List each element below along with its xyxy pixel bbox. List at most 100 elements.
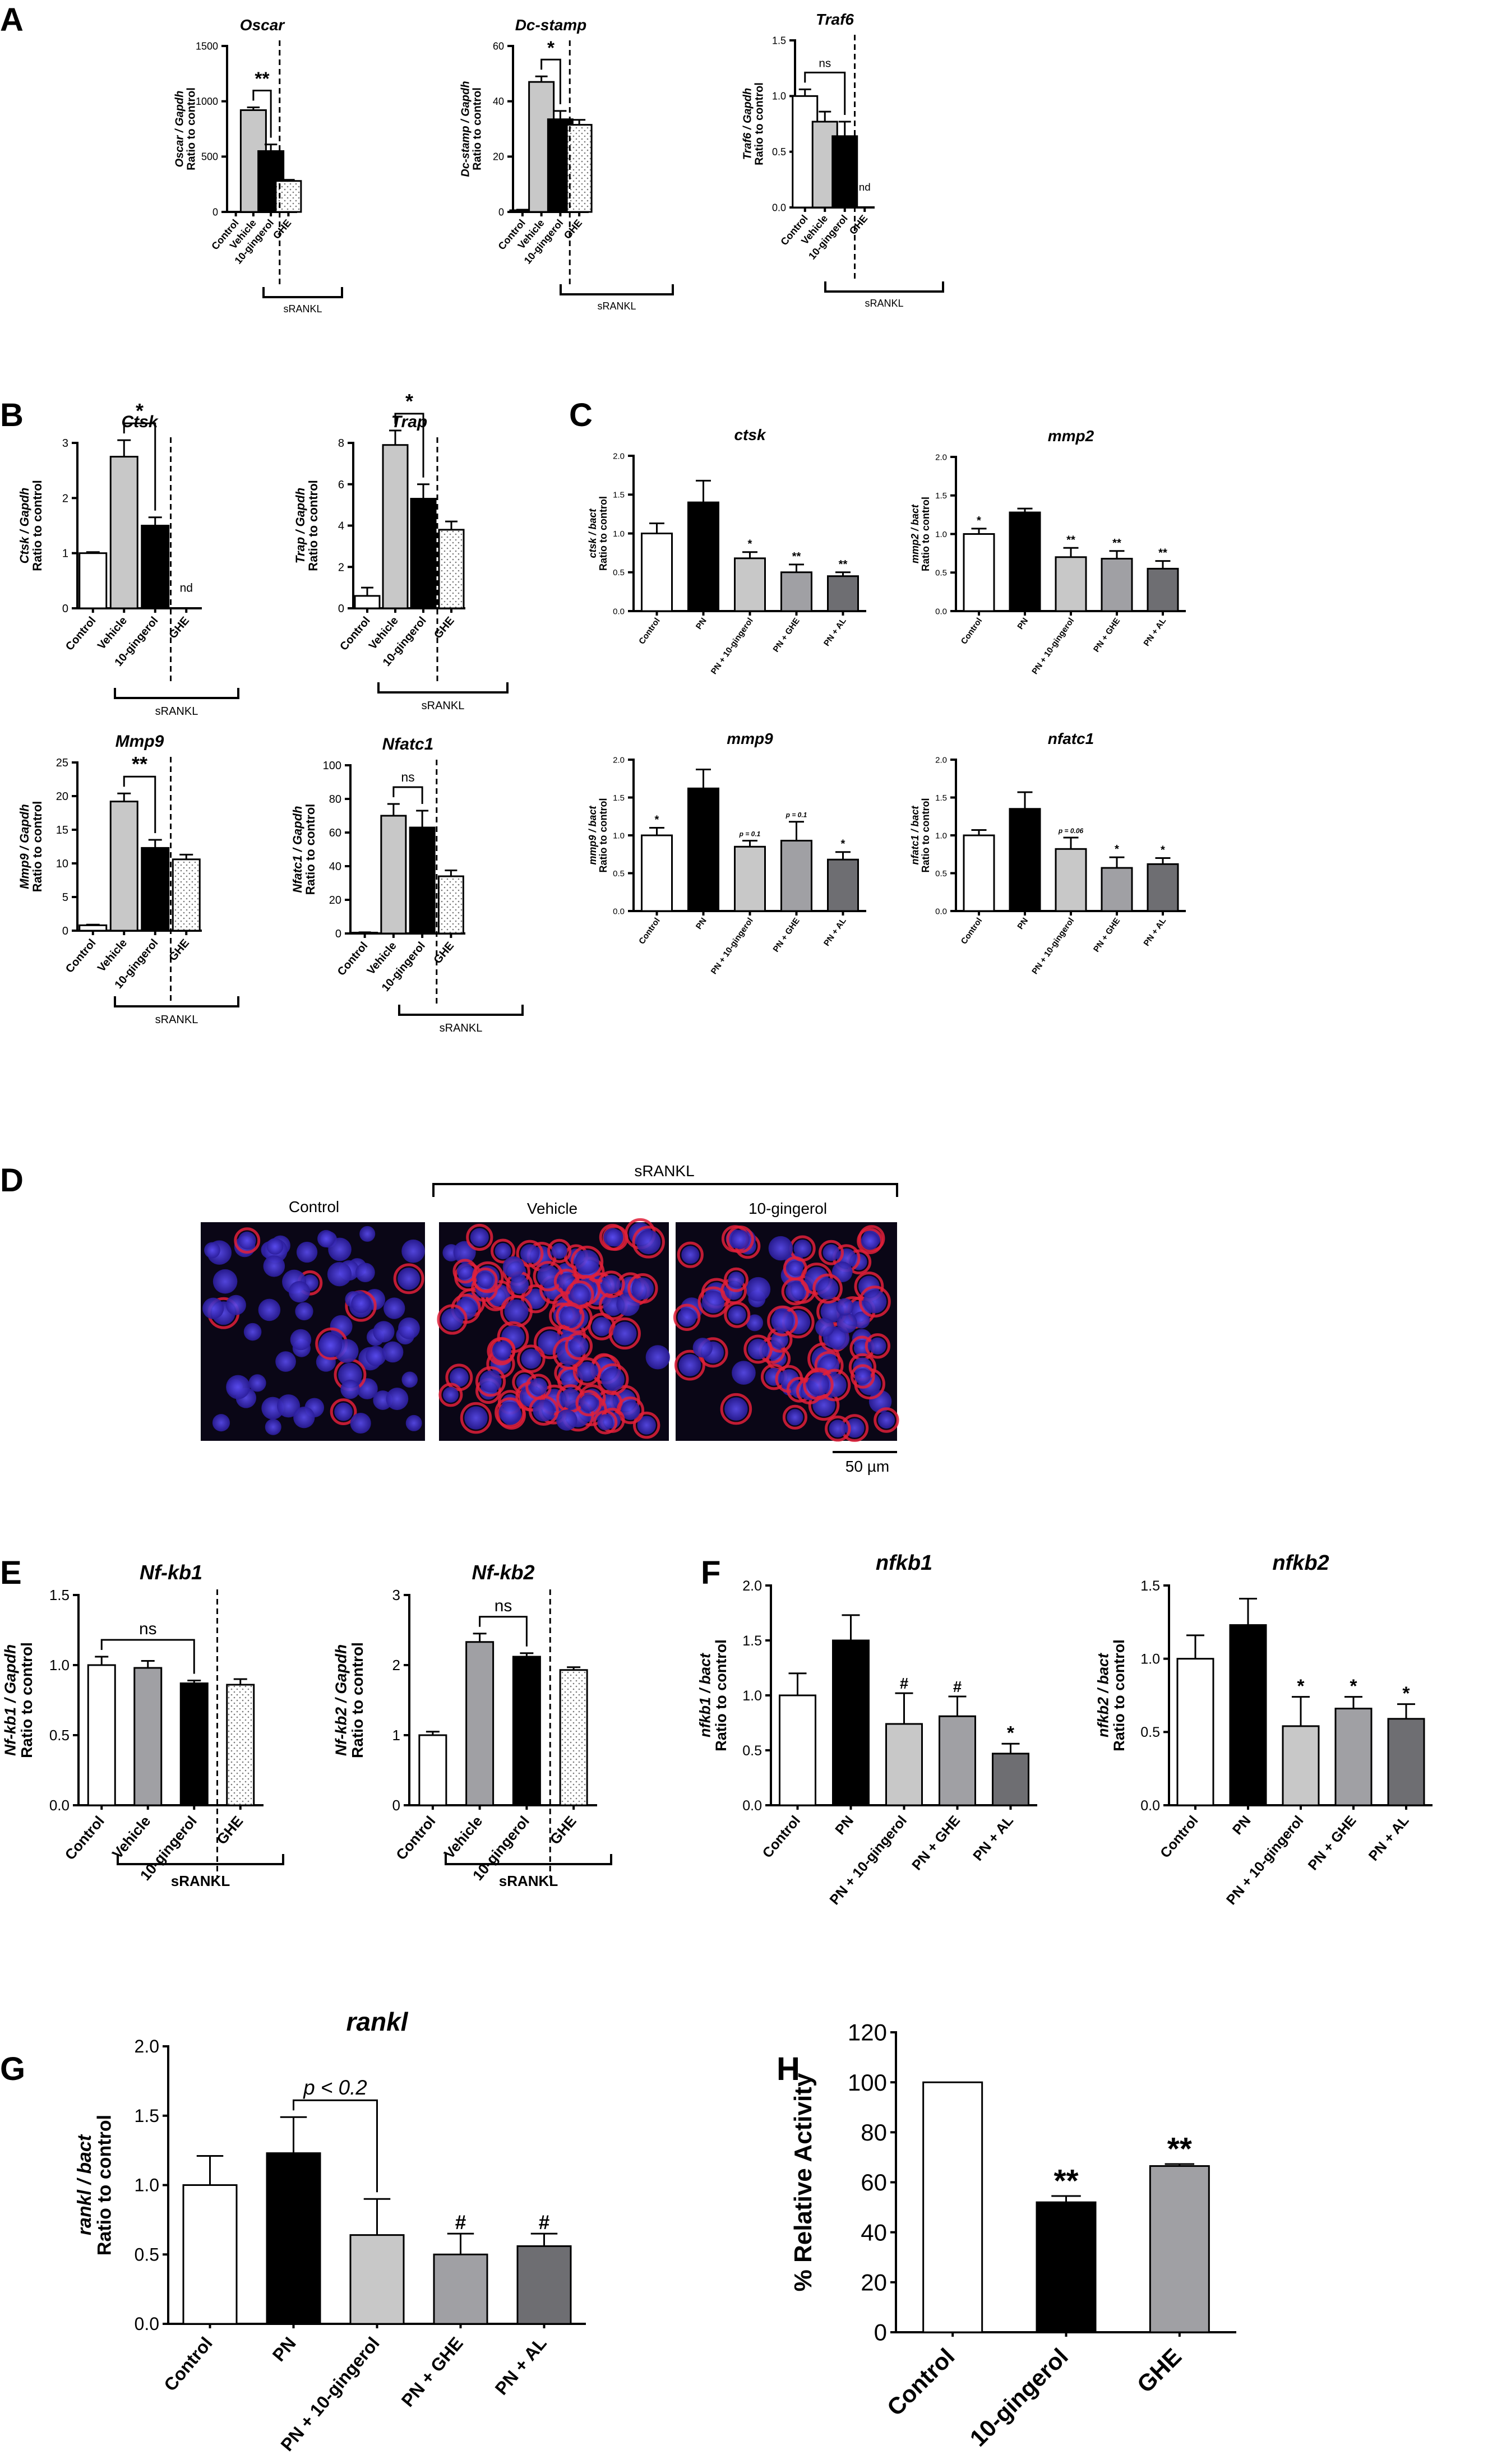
nucleus [328,1237,352,1261]
bar-control [641,834,673,912]
stain-ring [495,1397,525,1428]
y-axis-label: mmp2 / bact [909,504,921,563]
y-tick-label: 1.5 [742,1633,762,1649]
stain-ring [673,1303,701,1332]
bar-10-gingerol [512,1656,541,1806]
nucleus [401,1371,418,1388]
group-bracket [114,688,239,699]
y-tick-label: 0.0 [613,607,625,616]
y-axis-label: Nfatc1 / Gapdh [290,806,304,893]
chart-title: mmp2 [1048,427,1094,445]
x-tick-label: Control [959,916,985,946]
nucleus [479,1370,502,1393]
y-tick-label: 0.0 [935,607,947,616]
y-tick-label: 1.0 [1140,1651,1160,1667]
chart-title: nfkb1 [876,1551,932,1575]
panel-label-a: A [0,2,24,38]
y-tick-label: 0.5 [613,568,625,577]
bar-ghe [437,875,464,935]
stain-ring [599,1223,626,1251]
group-bracket [824,281,944,293]
stain-ring [726,1226,754,1254]
bar-pn [832,1639,870,1806]
x-tick-label: PN + 10-gingerol [1030,616,1076,676]
nucleus [577,1361,597,1382]
nucleus [816,1278,839,1300]
x-tick-label: Vehicle [109,1813,154,1862]
group-label: sRANKL [597,301,636,312]
chart-title: ctsk [734,426,766,443]
x-tick-label: PN + GHE [1092,916,1122,954]
nucleus [645,1345,670,1370]
nd-label: nd [859,182,871,193]
nucleus [787,1260,803,1277]
y-tick-label: 0 [874,2319,887,2346]
nucleus [793,1239,812,1258]
nucleus [631,1277,654,1300]
x-tick-label: GHE [271,218,293,242]
y-tick-label: 100 [848,2069,887,2096]
sranklgroup-label: sRANKL [634,1162,694,1180]
nucleus [692,1338,713,1358]
nucleus [338,1362,362,1387]
y-tick-label: 40 [329,861,341,873]
y-axis-label: Oscar / Gapdh [173,91,186,168]
y-tick-label: 4 [338,520,344,533]
nucleus [510,1275,529,1295]
y-tick-label: 2 [62,492,68,505]
significance-label: p = 0.1 [739,830,761,838]
significance-bracket [293,2099,378,2193]
x-tick-label: Control [335,940,371,978]
bar-control [87,1664,116,1806]
nucleus [551,1243,567,1259]
y-tick-label: 1.5 [613,491,625,500]
nucleus [386,1388,409,1411]
y-tick-label: 0 [498,206,504,218]
bar-vehicle [382,444,409,609]
y-tick-label: 0.5 [1140,1725,1160,1740]
stain-ring [570,1245,604,1279]
bar-pn-10-gingerol [349,2234,405,2325]
bar-pn-ghe [1101,867,1133,912]
x-tick-label: PN + GHE [909,1813,963,1873]
bar-pn-ghe [780,571,812,612]
bar-pn-10-gingerol [734,557,766,612]
significance-label: p = 0.06 [1058,827,1084,835]
stain-ring [475,1366,506,1397]
bar-pn-10-gingerol [1055,556,1087,612]
chart-title: Dc-stamp [515,16,587,34]
bar-pn [687,787,719,912]
nucleus [575,1250,599,1274]
panel-d-micrographs: sRANKL Control Vehicle 10-gingerol 50 µm [201,1162,899,1475]
x-tick-label: PN [694,616,709,631]
y-axis-sublabel: Ratio to control [303,804,317,895]
bar-control [182,2184,238,2325]
nucleus [295,1302,313,1321]
significance-label: ** [255,69,270,90]
y-tick-label: 2 [338,561,344,574]
y-tick-label: 0.0 [742,1798,762,1814]
significance-bracket [394,413,424,478]
nucleus [373,1321,395,1343]
x-tick-label: Control [959,616,985,646]
nucleus [318,1333,343,1358]
nucleus [263,1255,285,1277]
stain-ring [858,1286,891,1318]
significance-label: * [655,814,659,826]
y-axis-sublabel: Ratio to control [18,1642,35,1758]
bar-pn-al [827,575,859,612]
micrograph-control [201,1222,425,1441]
nucleus [225,1295,246,1315]
stain-ring [825,1415,851,1442]
x-tick-label: Control [637,616,662,646]
significance-label: ** [1066,534,1075,546]
stain-ring [865,1333,891,1359]
significance-label: ** [132,752,147,775]
x-tick-label: Control [392,1813,438,1863]
significance-label: ns [495,1597,512,1615]
stain-ring [803,1369,834,1400]
y-tick-label: 500 [201,151,218,163]
